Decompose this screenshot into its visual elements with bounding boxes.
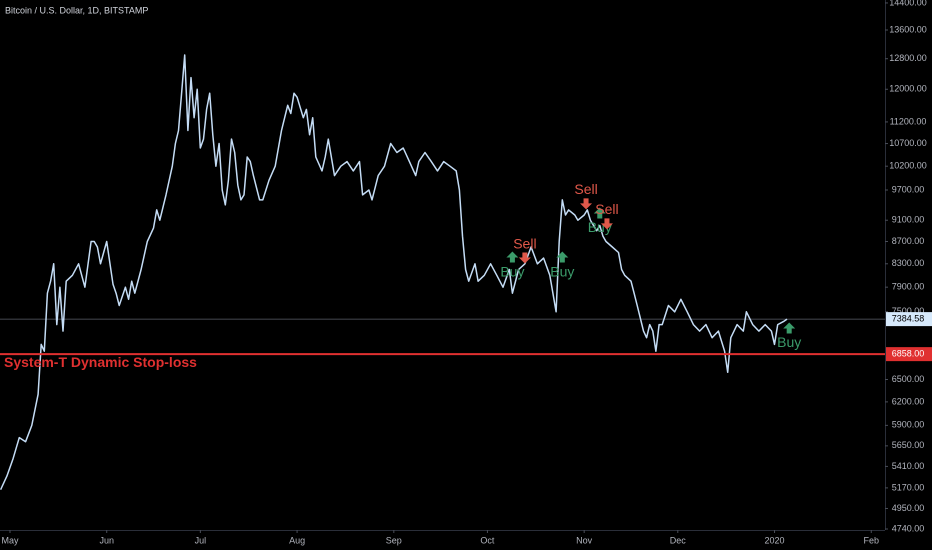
x-tick-label: Sep <box>386 535 402 545</box>
signal-arrow <box>783 322 796 334</box>
x-tick-label: Oct <box>480 535 495 545</box>
x-tick-label: Dec <box>670 535 687 545</box>
y-tick-label: 4950.00 <box>892 503 925 513</box>
signal-label: Sell <box>513 235 536 251</box>
y-tick-label: 12800.00 <box>889 53 927 63</box>
price-line <box>0 54 788 491</box>
y-tick-label: 10200.00 <box>889 161 927 171</box>
y-tick-label: 7900.00 <box>892 282 925 292</box>
signal-arrow <box>580 198 593 210</box>
signal-arrow <box>600 218 613 230</box>
y-tick-label: 5900.00 <box>892 420 925 430</box>
y-tick-label: 7500.00 <box>892 306 925 316</box>
y-tick-label: 5650.00 <box>892 440 925 450</box>
signal-label: Sell <box>595 201 618 217</box>
x-tick-label: Feb <box>864 535 880 545</box>
signal-label: Sell <box>574 181 597 197</box>
x-tick-label: Jun <box>99 535 114 545</box>
y-tick-label: 13600.00 <box>889 24 927 34</box>
x-tick-label: 2020 <box>765 535 785 545</box>
y-tick-label: 6500.00 <box>892 374 925 384</box>
y-tick-label: 8300.00 <box>892 258 925 268</box>
signal-arrow <box>518 252 531 264</box>
signal-label: Buy <box>550 263 574 279</box>
stop-loss-tag <box>886 347 932 362</box>
x-tick-label: Aug <box>289 535 305 545</box>
y-tick-label: 5170.00 <box>892 482 925 492</box>
x-tick-label: Nov <box>576 535 593 545</box>
x-tick-label: May <box>1 535 19 545</box>
y-tick-label: 9700.00 <box>892 184 925 194</box>
y-tick-label: 5410.00 <box>892 461 925 471</box>
y-tick-label: 9100.00 <box>892 215 925 225</box>
signal-arrow <box>506 251 519 263</box>
signal-label: Buy <box>777 334 801 350</box>
last-price-tag <box>886 312 932 327</box>
chart-title: Bitcoin / U.S. Dollar, 1D, BITSTAMP <box>5 5 148 15</box>
y-tick-label: 12000.00 <box>889 84 927 94</box>
signal-arrow <box>556 251 569 263</box>
y-tick-label: 11200.00 <box>890 116 927 126</box>
signal-arrow <box>593 207 606 219</box>
y-tick-label: 10700.00 <box>889 138 927 148</box>
y-tick-label: 14400.00 <box>889 0 927 7</box>
y-tick-label: 8700.00 <box>892 236 925 246</box>
stop-loss-label: System-T Dynamic Stop-loss <box>4 354 197 370</box>
y-tick-label: 4740.00 <box>892 523 925 533</box>
y-tick-label: 6200.00 <box>892 396 925 406</box>
stop-loss-tag-label: 6858.00 <box>892 349 925 359</box>
signal-label: Buy <box>500 263 524 279</box>
x-tick-label: Jul <box>195 535 207 545</box>
last-price-tag-label: 7384.58 <box>892 313 925 323</box>
